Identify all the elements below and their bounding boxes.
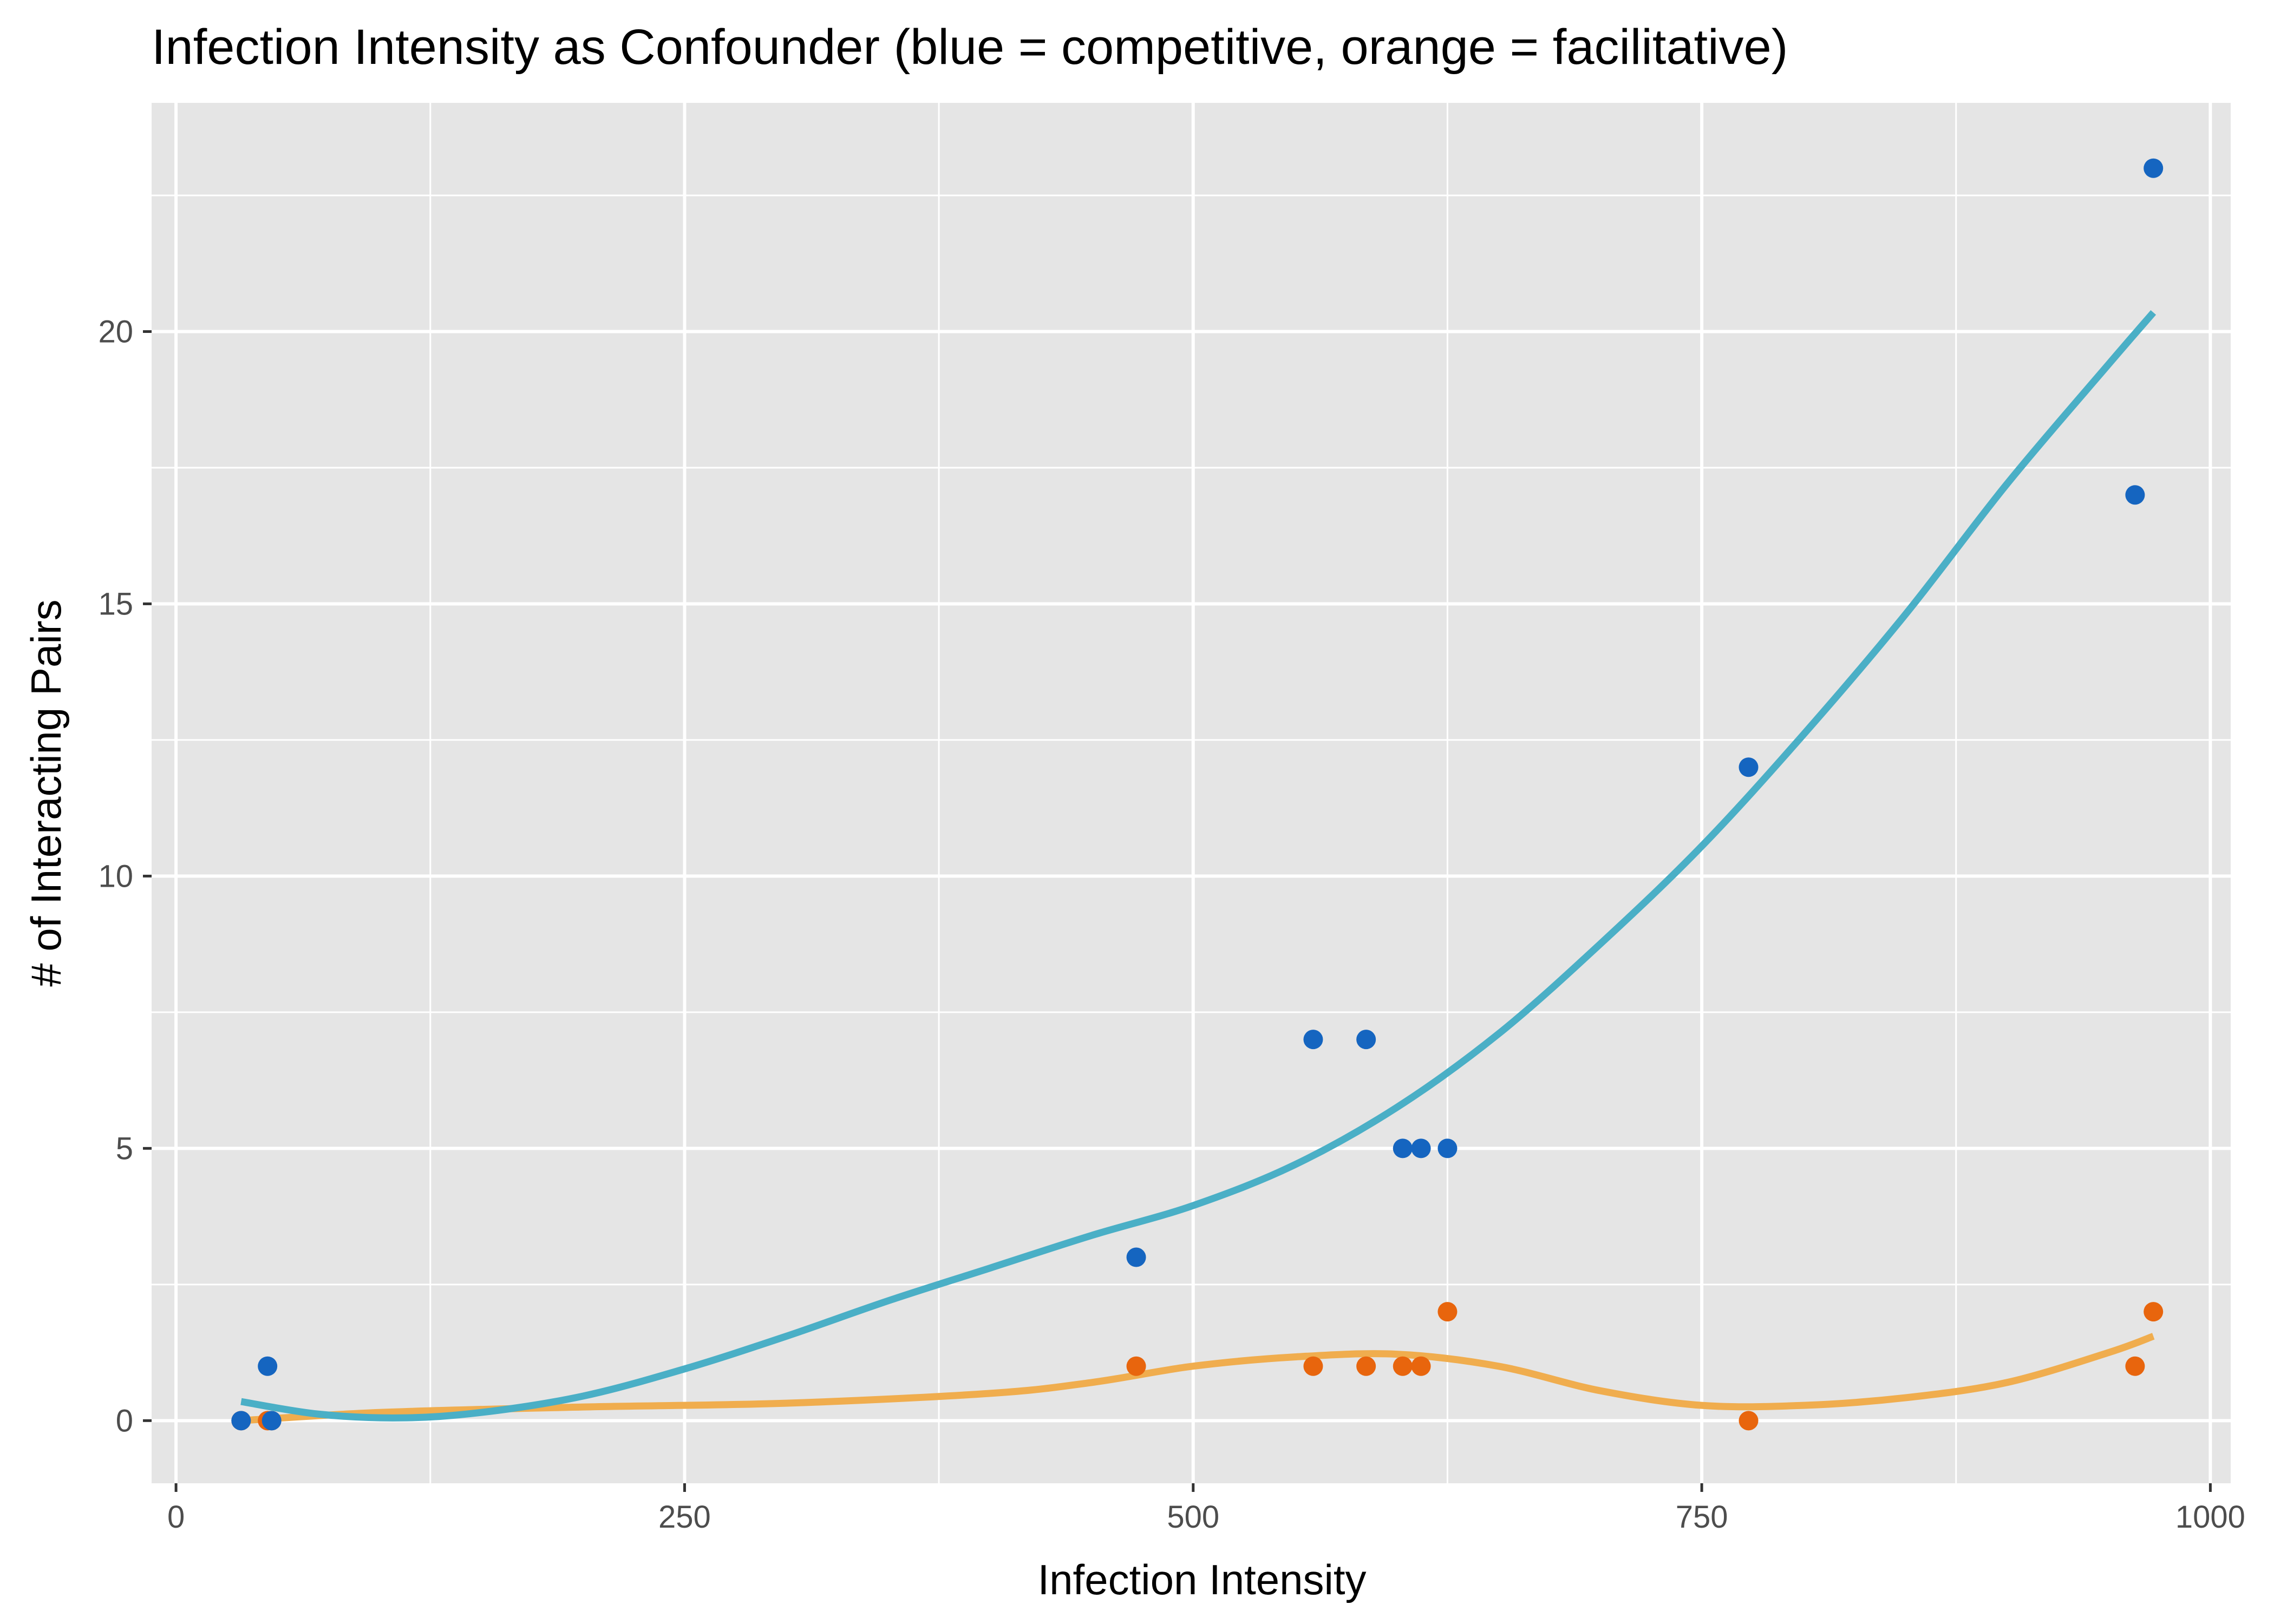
y-tick-label: 0 (116, 1403, 133, 1438)
data-points (231, 158, 2164, 1431)
y-axis-title: # of Interacting Pairs (22, 599, 70, 986)
x-tick-label: 250 (658, 1499, 711, 1535)
data-point-competitive (262, 1411, 282, 1431)
data-point-facilitative (1739, 1411, 1759, 1431)
data-point-facilitative (1393, 1356, 1413, 1376)
y-tick-label: 15 (98, 586, 133, 621)
data-point-competitive (1303, 1030, 1323, 1050)
data-point-competitive (1411, 1138, 1431, 1158)
data-point-facilitative (1437, 1302, 1458, 1322)
data-point-competitive (1393, 1138, 1413, 1158)
smooth-line-competitive (240, 310, 2157, 1422)
data-point-competitive (1739, 757, 1759, 777)
x-tick-label: 1000 (2175, 1499, 2245, 1535)
data-point-competitive (1437, 1138, 1458, 1158)
plot-panel (152, 103, 2231, 1483)
data-point-competitive (2144, 158, 2164, 178)
x-axis-title: Infection Intensity (1037, 1556, 1366, 1603)
y-tick-label: 20 (98, 314, 133, 349)
x-tick-label: 500 (1167, 1499, 1219, 1535)
smooth-line-facilitative (240, 1333, 2155, 1424)
data-point-facilitative (1356, 1356, 1376, 1376)
x-tick-labels: 0 250 500 750 1000 (167, 1499, 2245, 1535)
data-point-competitive (2125, 485, 2145, 505)
grid-major (152, 103, 2231, 1483)
data-point-facilitative (1411, 1356, 1431, 1376)
data-point-facilitative (2144, 1302, 2164, 1322)
data-point-facilitative (2125, 1356, 2145, 1376)
x-tick-label: 750 (1676, 1499, 1728, 1535)
data-point-competitive (258, 1356, 278, 1376)
data-point-competitive (231, 1411, 251, 1431)
data-point-competitive (1126, 1247, 1146, 1267)
x-tick-label: 0 (167, 1499, 185, 1535)
chart-title: Infection Intensity as Confounder (blue … (152, 19, 1788, 75)
data-point-facilitative (1303, 1356, 1323, 1376)
y-tick-label: 10 (98, 859, 133, 894)
y-tick-label: 5 (116, 1131, 133, 1166)
axis-ticks (143, 330, 2212, 1492)
smooth-lines (240, 310, 2157, 1424)
data-point-competitive (1356, 1030, 1376, 1050)
y-tick-labels: 0 5 10 15 20 (98, 314, 133, 1438)
data-point-facilitative (1126, 1356, 1146, 1376)
